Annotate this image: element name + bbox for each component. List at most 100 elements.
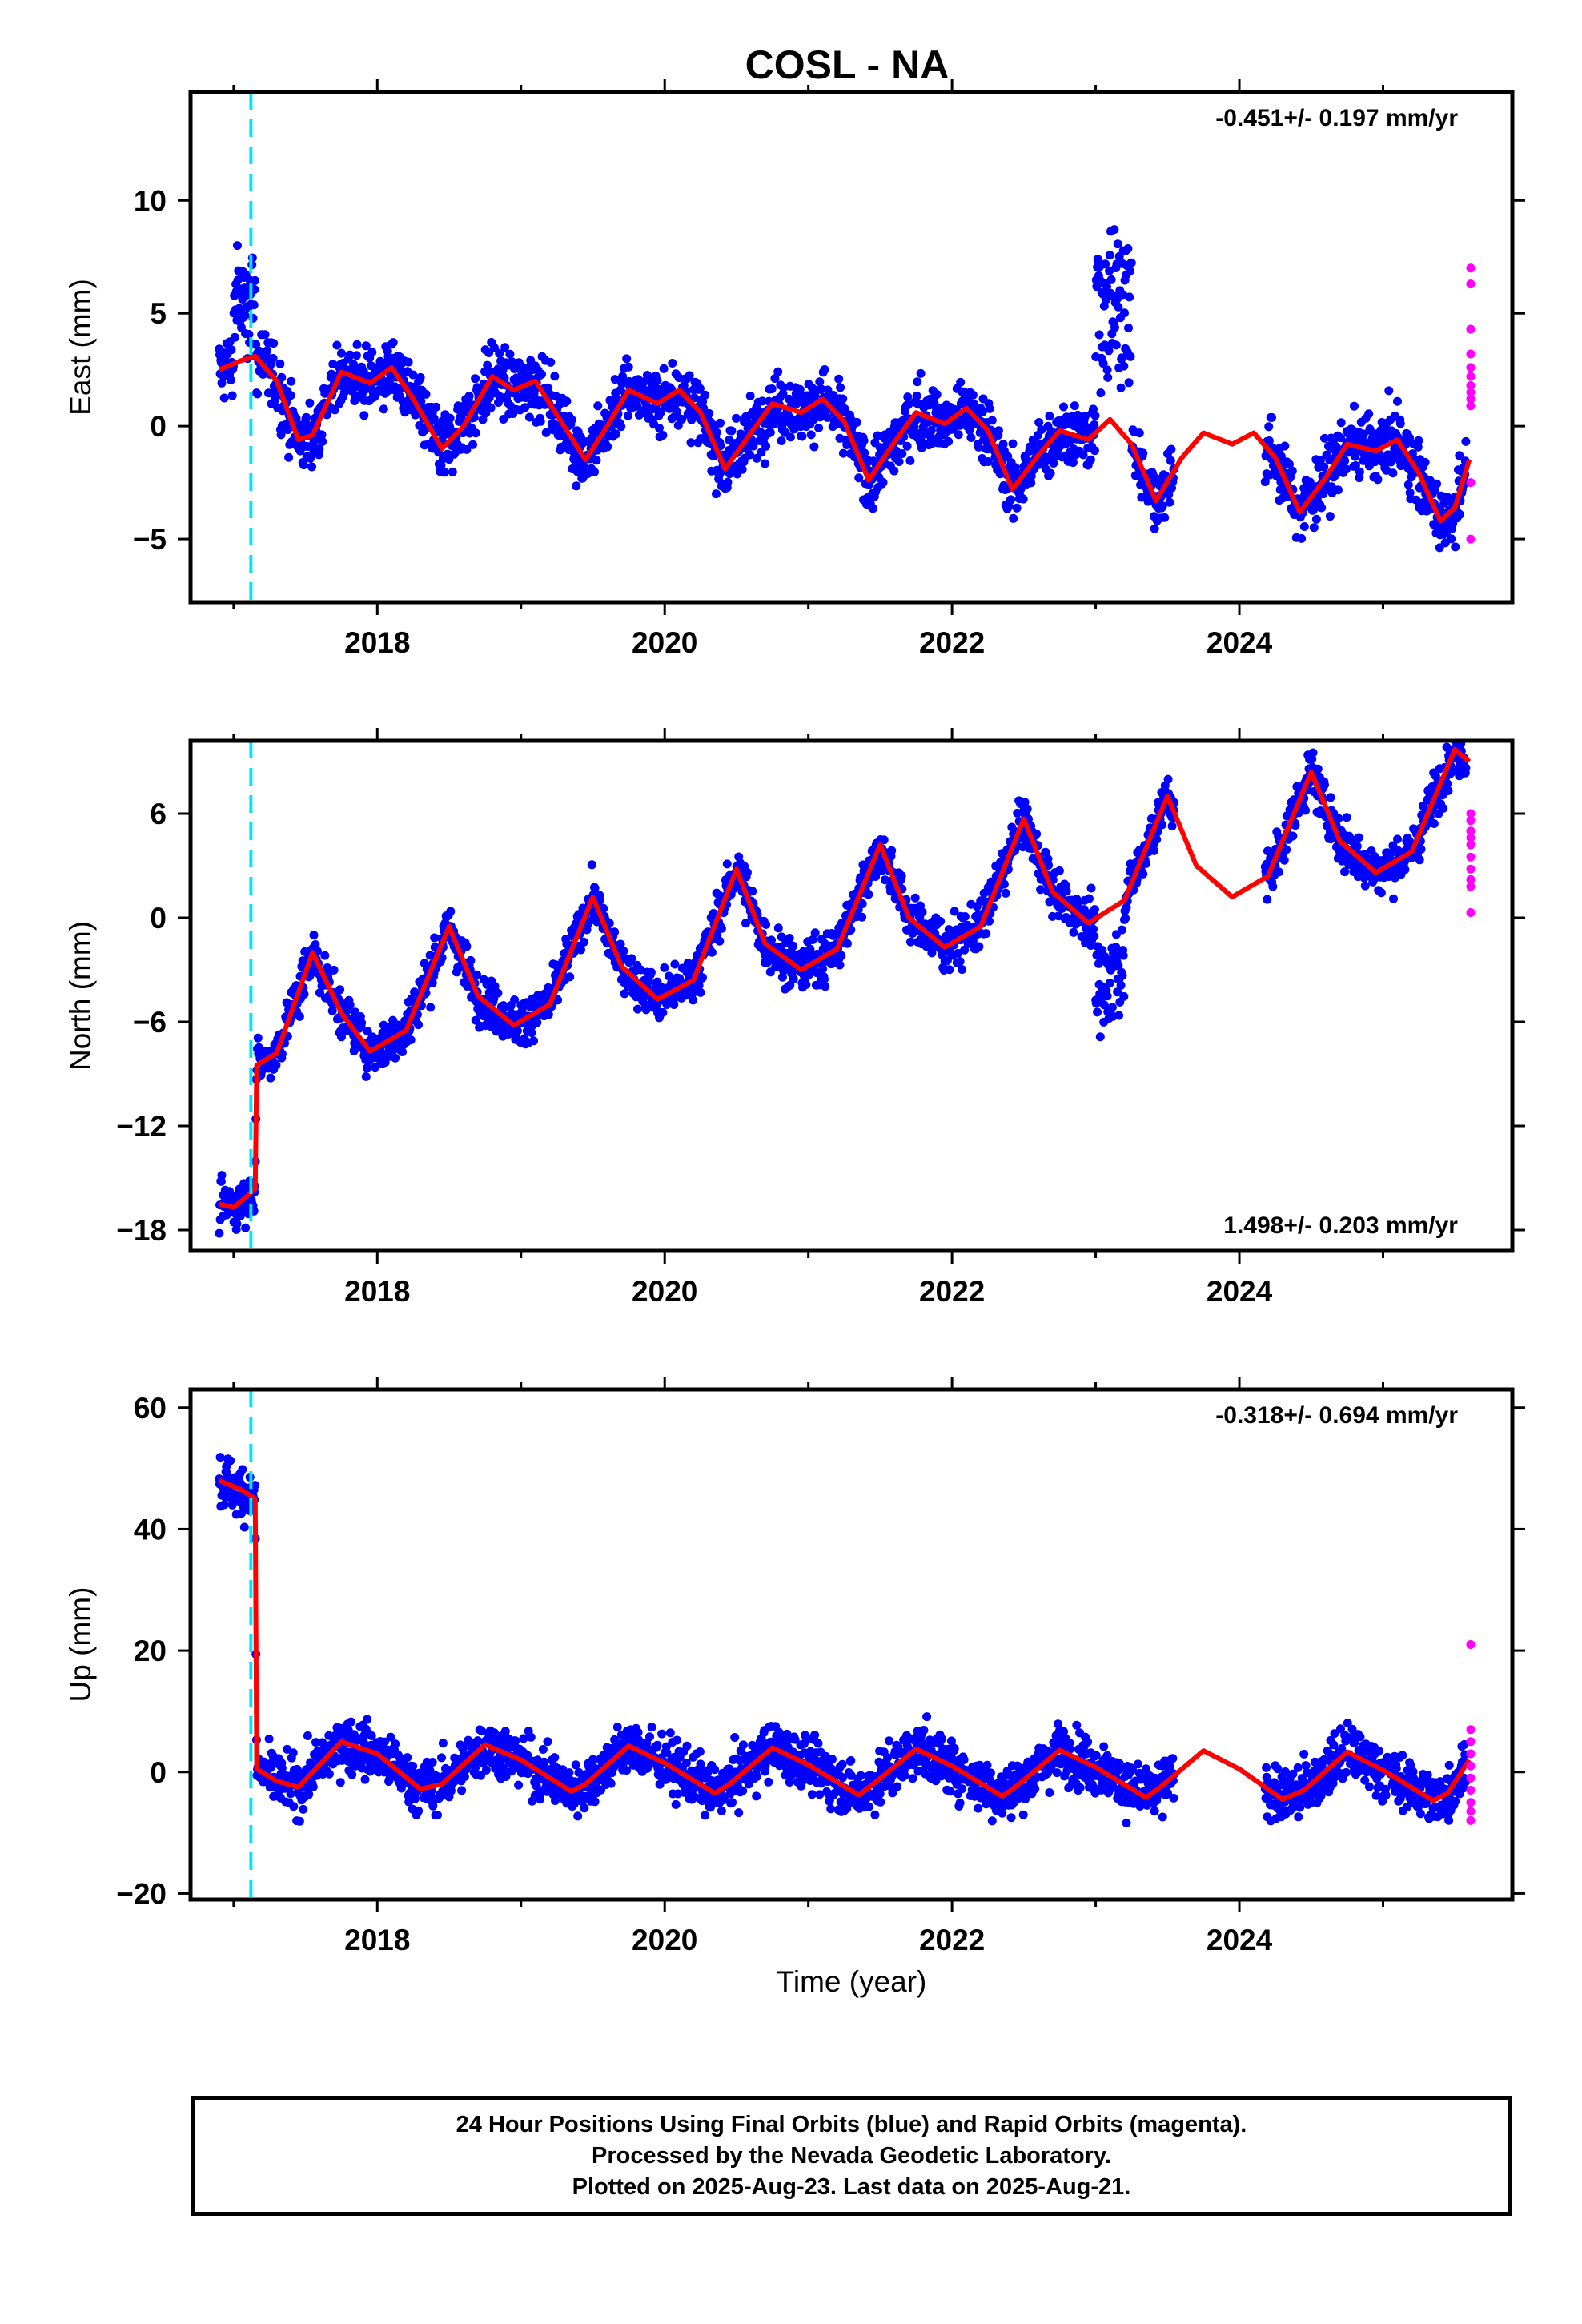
y-tick-label: 10 [134, 184, 167, 217]
data-point [1065, 437, 1074, 447]
data-point [398, 1047, 407, 1056]
data-point [1090, 420, 1099, 429]
rapid-point [1466, 816, 1476, 826]
data-point [765, 428, 775, 437]
data-point [1320, 780, 1329, 790]
data-point [1041, 847, 1050, 857]
data-point [305, 398, 315, 408]
data-point [440, 468, 449, 477]
data-point [1098, 359, 1108, 368]
data-point [689, 393, 699, 403]
data-point [1034, 418, 1044, 427]
data-point [299, 990, 309, 999]
data-point [1336, 433, 1345, 443]
data-point [1400, 865, 1410, 875]
data-point [251, 1481, 259, 1490]
data-point [1062, 887, 1071, 896]
data-point [587, 860, 596, 870]
data-point [289, 1802, 299, 1811]
data-point [227, 391, 237, 400]
x-tick-label: 2024 [1207, 1275, 1273, 1308]
data-point [1451, 542, 1460, 552]
data-point [1101, 259, 1110, 269]
data-point [448, 467, 457, 476]
data-point [472, 970, 481, 979]
data-point [1166, 456, 1175, 465]
data-point [507, 357, 516, 367]
data-point [998, 440, 1008, 449]
data-point [529, 1036, 538, 1046]
data-point [1352, 842, 1362, 851]
data-point [1455, 509, 1464, 519]
data-point [1026, 478, 1036, 488]
data-point [664, 971, 673, 981]
data-point [1045, 412, 1054, 421]
data-point [238, 1465, 247, 1474]
data-point [295, 1011, 304, 1021]
data-point [226, 1456, 235, 1466]
data-point [1264, 436, 1274, 445]
data-point [695, 384, 705, 393]
data-point [905, 456, 915, 465]
data-point [268, 354, 278, 363]
data-point [264, 1734, 274, 1743]
data-point [1102, 365, 1112, 375]
data-point [483, 360, 492, 370]
data-point [1152, 834, 1162, 844]
data-point [838, 394, 848, 404]
data-point [745, 450, 754, 460]
data-point [1099, 1000, 1109, 1010]
final-orbit-points [215, 1453, 1471, 1827]
data-point [660, 963, 669, 972]
data-point [579, 937, 588, 947]
data-point [616, 939, 625, 949]
data-point [1461, 763, 1471, 773]
data-point [590, 883, 600, 893]
chart-title: COSL - NA [745, 42, 950, 87]
data-point [219, 393, 229, 403]
data-point [453, 401, 463, 411]
data-point [1134, 428, 1144, 438]
y-tick-label: 0 [150, 902, 167, 935]
data-point [1114, 1011, 1124, 1020]
data-point [1320, 433, 1329, 443]
data-point [478, 415, 488, 424]
data-point [974, 442, 983, 452]
data-point [658, 431, 668, 440]
data-point [335, 1778, 345, 1787]
data-point [361, 341, 371, 351]
data-point [773, 923, 783, 933]
data-point [857, 899, 867, 908]
data-point [275, 359, 285, 368]
x-tick-label: 2022 [919, 1275, 985, 1308]
data-point [363, 1027, 372, 1036]
data-point [337, 348, 346, 358]
data-point [1264, 422, 1274, 432]
data-point [999, 879, 1009, 889]
data-point [1117, 925, 1126, 935]
data-point [244, 330, 254, 339]
data-point [1105, 251, 1114, 260]
data-point [910, 893, 920, 903]
data-point [836, 383, 845, 392]
data-point [903, 392, 913, 402]
data-point [361, 1072, 371, 1081]
data-point [432, 402, 441, 412]
data-point [1354, 833, 1363, 842]
data-point [785, 432, 795, 442]
data-point [616, 422, 626, 432]
data-point [749, 441, 758, 451]
data-point [722, 859, 732, 869]
data-point [367, 348, 377, 357]
data-point [1081, 412, 1090, 421]
data-point [567, 415, 576, 424]
data-point [320, 951, 330, 960]
data-point [1342, 813, 1351, 822]
data-point [955, 957, 965, 966]
data-point [677, 415, 687, 424]
data-point [871, 872, 881, 881]
data-point [727, 426, 737, 436]
data-point [1032, 829, 1042, 838]
data-point [834, 374, 844, 384]
data-point [1342, 464, 1351, 474]
